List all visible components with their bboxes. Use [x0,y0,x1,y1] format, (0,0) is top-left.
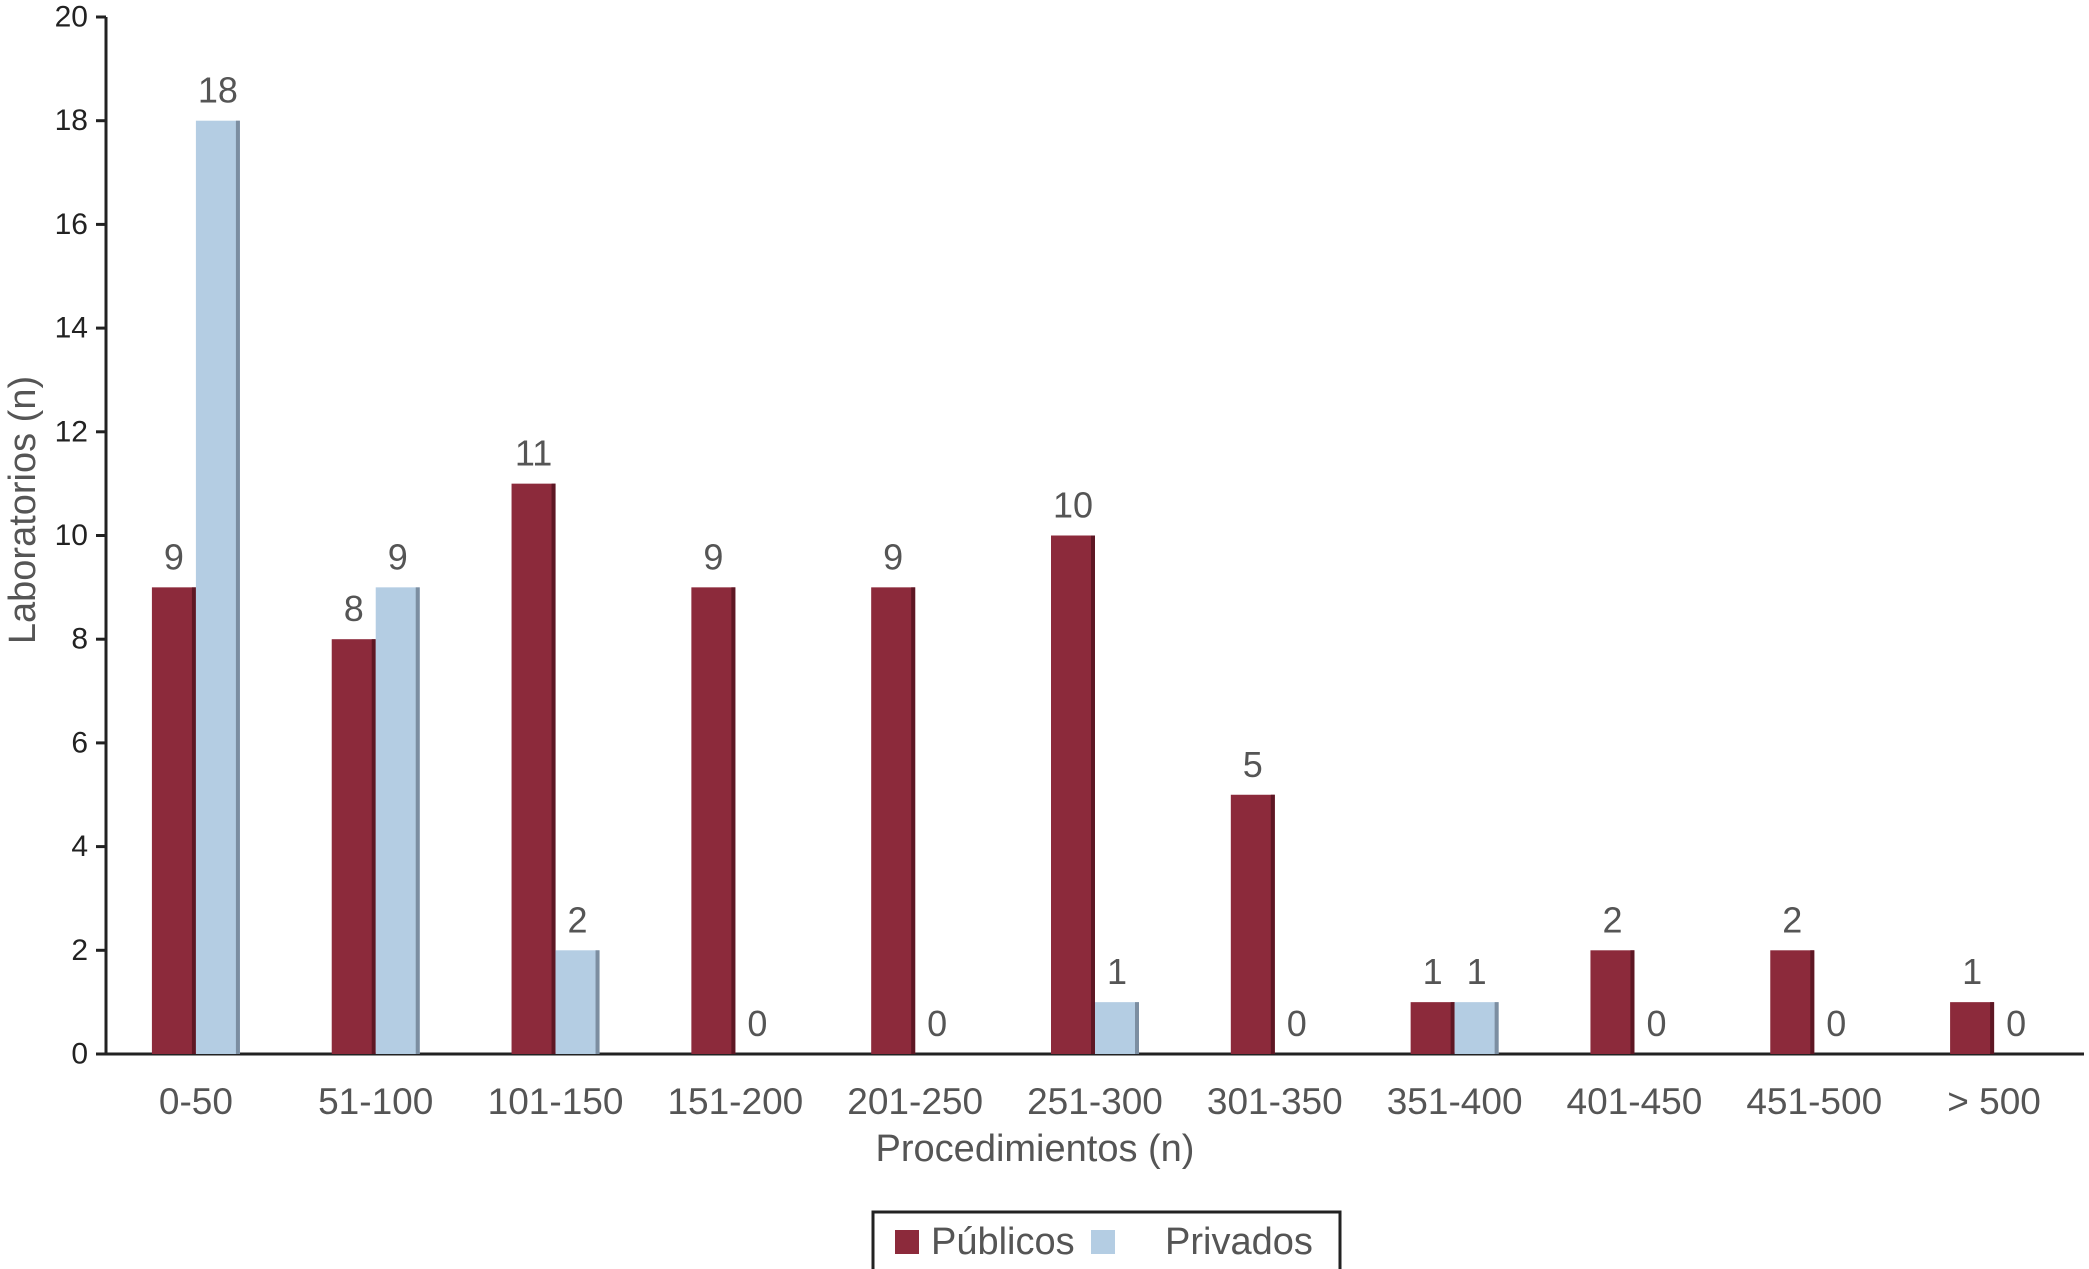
y-tick-label: 12 [55,415,88,448]
value-label-publicos-151-200: 9 [703,536,723,577]
bar-edge-publicos-401-450 [1630,950,1635,1054]
bar-edge-publicos-201-250 [911,587,916,1054]
bar-edge-publicos-451-500 [1810,950,1815,1054]
value-label-privados-301-350: 0 [1287,1003,1307,1044]
x-category-label: 151-200 [667,1081,803,1122]
bar-edge-publicos-0-50 [191,587,196,1054]
y-tick-label: 18 [55,104,88,137]
x-category-label: 51-100 [318,1081,433,1122]
value-label-publicos-351-400: 1 [1423,951,1443,992]
y-tick-label: 8 [71,623,88,656]
value-label-publicos-101-150: 11 [515,433,552,474]
value-label-privados-351-400: 1 [1467,951,1487,992]
bar-publicos-301-350 [1230,794,1275,1054]
legend-box [871,1210,1342,1269]
x-axis-title: Procedimientos (n) [876,1128,1195,1170]
x-category-label: 301-350 [1207,1081,1343,1122]
bar-edge-publicos-51-100 [371,639,376,1054]
bar-publicos-201-250 [871,587,916,1054]
bar-privados-0-50 [195,120,240,1054]
bar-publicos-401-450 [1590,950,1635,1054]
y-tick-label: 16 [55,208,88,241]
x-category-labels: 0-50 51-100 101-150 151-200 201-250 251-300 30… [159,1081,2041,1122]
value-label-publicos-201-250: 9 [883,536,903,577]
bar-edge-publicos-251-300 [1091,535,1095,1054]
bar-publicos-0-50 [151,587,196,1054]
bar-privados-251-300 [1095,1002,1139,1054]
legend-label-publicos: Públicos [931,1221,1075,1263]
y-tick-label: 10 [55,519,88,552]
value-label-publicos-451-500: 2 [1782,899,1802,940]
bar-edge-privados-351-400 [1494,1002,1499,1054]
bar-publicos-101-150 [511,483,556,1054]
x-category-label: 0-50 [159,1081,233,1122]
y-ticks: 0 2 4 6 8 10 12 14 16 18 20 [55,1,106,1071]
x-category-label: 401-450 [1567,1081,1703,1122]
bar-edge-privados-51-100 [415,587,420,1054]
x-category-label: 251-300 [1027,1081,1163,1122]
value-label-privados-101-150: 2 [568,899,588,940]
value-label-publicos-301-350: 5 [1243,744,1263,785]
x-category-label: > 500 [1947,1081,2041,1122]
bar-privados-101-150 [555,950,600,1054]
bar-publicos-151-200 [691,587,736,1054]
x-category-label: 451-500 [1746,1081,1882,1122]
x-category-label: 351-400 [1387,1081,1523,1122]
value-label-privados-251-300: 1 [1107,951,1127,992]
y-tick-label: 2 [71,934,88,967]
y-tick-label: 6 [71,726,88,759]
bars [151,120,1995,1054]
bar-publicos-51-100 [331,639,376,1054]
bar-edge-privados-251-300 [1135,1002,1139,1054]
value-label-privados-451-500: 0 [1826,1003,1846,1044]
y-tick-label: 4 [71,830,88,863]
value-label-privados-151-200: 0 [747,1003,767,1044]
legend-swatch-publicos [895,1230,919,1254]
value-label-publicos-51-100: 8 [344,588,364,629]
legend: Públicos Privados [871,1210,1342,1269]
bar-edge-publicos-500 [1990,1002,1995,1054]
value-label-privados-401-450: 0 [1646,1003,1666,1044]
legend-label-privados: Privados [1165,1221,1313,1263]
bar-publicos-451-500 [1770,950,1815,1054]
y-tick-label: 0 [71,1038,88,1071]
bar-edge-privados-0-50 [235,120,240,1054]
value-label-privados-51-100: 9 [388,536,408,577]
bar-edge-publicos-151-200 [731,587,736,1054]
value-label-privados-500: 0 [2006,1003,2026,1044]
bar-edge-publicos-101-150 [551,483,556,1054]
legend-swatch-privados [1091,1230,1115,1254]
value-label-privados-0-50: 18 [198,70,238,111]
bar-edge-publicos-301-350 [1270,794,1275,1054]
bar-publicos-251-300 [1051,535,1095,1054]
x-category-label: 201-250 [847,1081,983,1122]
value-label-publicos-251-300: 10 [1053,485,1093,526]
value-label-publicos-500: 1 [1962,951,1982,992]
value-label-privados-201-250: 0 [927,1003,947,1044]
bar-publicos-500 [1950,1002,1995,1054]
value-label-publicos-0-50: 9 [164,536,184,577]
bar-privados-51-100 [375,587,420,1054]
x-category-label: 101-150 [488,1081,624,1122]
bar-edge-publicos-351-400 [1450,1002,1455,1054]
y-tick-label: 20 [55,1,88,34]
value-label-publicos-401-450: 2 [1602,899,1622,940]
bar-privados-351-400 [1454,1002,1499,1054]
bar-edge-privados-101-150 [595,950,600,1054]
y-tick-label: 14 [55,312,88,345]
y-axis-title: Laboratorios (n) [2,376,44,644]
bar-publicos-351-400 [1410,1002,1455,1054]
